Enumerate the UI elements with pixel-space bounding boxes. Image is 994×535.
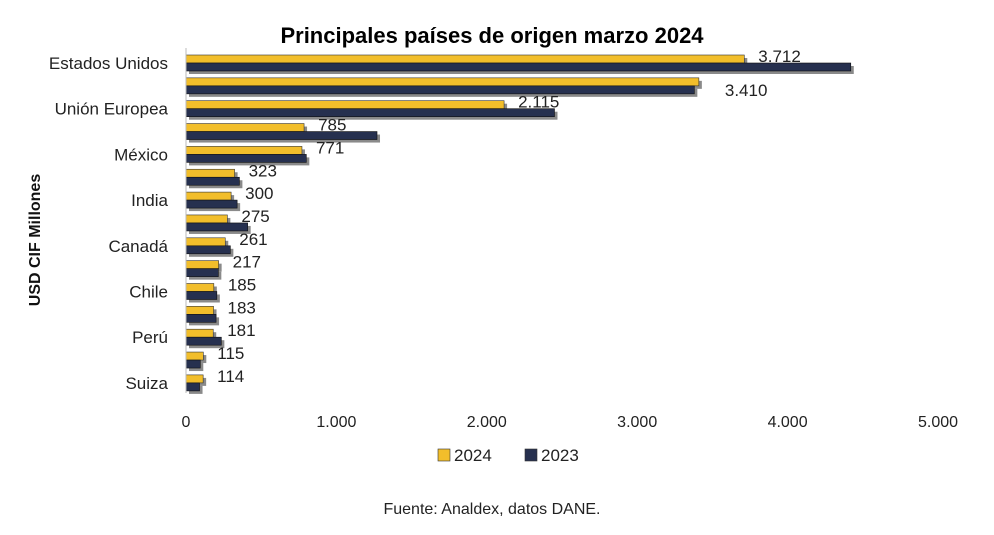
legend-label: 2024: [454, 446, 492, 465]
bar-2024: [185, 328, 214, 338]
bar-2024: [185, 168, 235, 178]
bar-2024: [185, 306, 214, 315]
category-label: Perú: [132, 328, 168, 347]
bars-layer: [185, 54, 854, 394]
bar-2023: [185, 291, 218, 300]
category-label: Chile: [129, 283, 168, 302]
bar-2024: [185, 374, 204, 384]
data-label: 2.115: [518, 93, 559, 112]
bar-2023: [185, 359, 201, 369]
bar-2023: [185, 314, 217, 323]
bar-2024: [185, 100, 505, 109]
legend-swatch: [524, 448, 538, 462]
bar-2024: [185, 214, 228, 224]
bar-2023: [185, 108, 555, 117]
data-label: 785: [318, 116, 346, 135]
x-axis-ticks: 0 1.000 2.000 3.000 4.000 5.000: [182, 414, 959, 431]
category-labels: Estados Unidos Unión Europea México India Ca…: [49, 54, 169, 393]
data-label: 300: [245, 184, 273, 203]
data-label: 771: [316, 138, 344, 157]
bar-2024: [185, 191, 232, 201]
bar-2023: [185, 268, 219, 277]
bar-2023: [185, 131, 378, 140]
data-label: 185: [228, 276, 256, 295]
legend-label: 2023: [541, 446, 579, 465]
bar-2024: [185, 237, 226, 247]
x-tick-label: 0: [182, 414, 191, 431]
data-label: 261: [239, 230, 267, 249]
data-labels: 3.712 3.410 2.115 785 771 323 300 275 261 217 185 1…: [217, 47, 801, 386]
bar-2024: [185, 260, 219, 269]
category-label: Unión Europea: [55, 100, 169, 119]
bar-2024: [185, 146, 303, 155]
x-tick-label: 1.000: [316, 414, 356, 431]
chart-title: Principales países de origen marzo 2024: [280, 23, 704, 48]
bar-2023: [185, 245, 231, 255]
bar-2023: [185, 85, 695, 95]
data-label: 3.410: [725, 81, 768, 100]
bar-2024: [185, 283, 215, 292]
data-label: 114: [217, 367, 244, 386]
category-label: Estados Unidos: [49, 54, 168, 73]
data-label: 3.712: [758, 47, 801, 66]
category-label: México: [114, 145, 168, 164]
bar-2024: [185, 351, 204, 361]
source-note: Fuente: Analdex, datos DANE.: [383, 501, 600, 518]
legend-swatch: [437, 448, 451, 462]
data-label: 183: [228, 298, 256, 317]
data-label: 115: [217, 344, 244, 363]
legend: 2024 2023: [437, 446, 579, 465]
category-label: India: [131, 191, 168, 210]
x-tick-label: 5.000: [918, 414, 958, 431]
bar-2024: [185, 54, 745, 64]
x-tick-label: 2.000: [467, 414, 507, 431]
bar-2023: [185, 199, 238, 209]
category-label: Suiza: [125, 374, 168, 393]
x-tick-label: 4.000: [768, 414, 808, 431]
y-axis-title: USD CIF Millones: [27, 174, 44, 307]
bar-2023: [185, 176, 240, 186]
bar-2023: [185, 336, 222, 346]
bar-2023: [185, 62, 852, 72]
data-label: 323: [249, 161, 277, 180]
category-label: Canadá: [108, 237, 168, 256]
bar-2024: [185, 77, 700, 87]
data-label: 275: [241, 207, 269, 226]
bar-2023: [185, 154, 307, 163]
bar-2023: [185, 382, 200, 392]
bar-2024: [185, 123, 305, 132]
data-label: 217: [233, 253, 261, 272]
data-label: 181: [227, 321, 255, 340]
x-tick-label: 3.000: [617, 414, 657, 431]
